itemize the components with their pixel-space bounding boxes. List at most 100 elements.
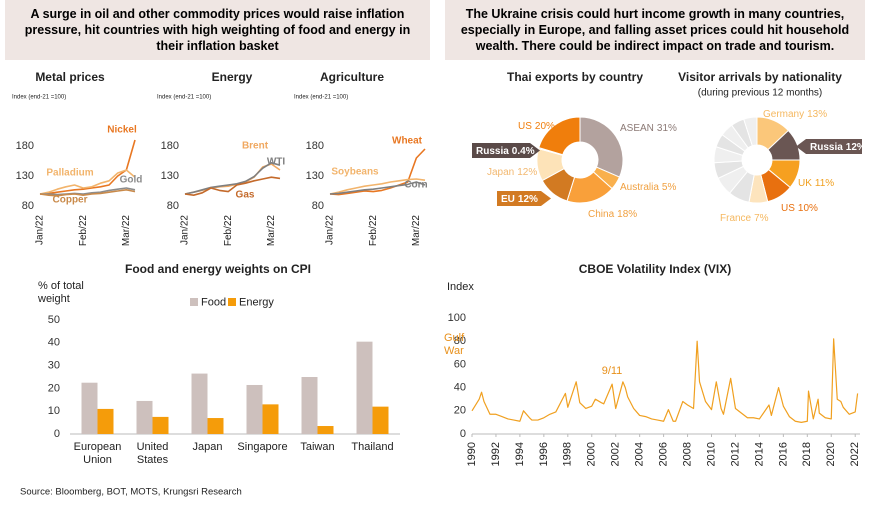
series-label: Palladium — [46, 168, 93, 179]
chart-title: Visitor arrivals by nationality — [678, 70, 842, 84]
pie-label-value: 12% — [517, 167, 537, 178]
source: Source: Bloomberg, BOT, MOTS, Krungsri R… — [20, 487, 242, 498]
bar — [262, 404, 279, 434]
bar — [317, 426, 334, 434]
series-label: Gold — [120, 175, 143, 186]
pie-label: US 10% — [781, 203, 818, 214]
chart-title: Food and energy weights on CPI — [125, 262, 311, 276]
x-tick-label: Jan/22 — [180, 215, 191, 245]
y-tick-label: 80 — [22, 200, 34, 212]
x-tick-label: 2002 — [610, 442, 622, 466]
label-arrow — [530, 143, 540, 158]
y-tick-label: 10 — [48, 405, 60, 417]
chart-title: Agriculture — [320, 70, 384, 84]
legend-label: Food — [201, 296, 226, 308]
label-box — [497, 191, 541, 206]
x-tick-label: 1996 — [538, 442, 550, 466]
pie-label-value: 18% — [617, 209, 637, 220]
label-box — [472, 143, 530, 158]
pie-label-category: Japan — [487, 167, 514, 178]
x-tick-label: 1990 — [466, 442, 478, 466]
pie-label-value: 0.4% — [512, 146, 535, 157]
bar — [81, 382, 98, 434]
pie-segment — [579, 116, 624, 178]
pie-label: US 20% — [518, 121, 555, 132]
pie-label: Australia 5% — [620, 182, 676, 193]
x-tick-label: 2012 — [729, 442, 741, 466]
x-tick-label: Feb/22 — [223, 215, 234, 247]
pie-label-category: UK — [798, 178, 812, 189]
x-tick-label: 2016 — [777, 442, 789, 466]
bar — [246, 384, 263, 434]
y-tick-label: 60 — [454, 358, 466, 370]
x-tick-label: 2008 — [681, 442, 693, 466]
x-tick-label: Japan — [192, 441, 223, 453]
pie-label-category: US — [518, 121, 532, 132]
legend-swatch — [228, 298, 236, 306]
y-tick-label: 130 — [161, 170, 179, 182]
series-label: Copper — [53, 195, 88, 206]
legend-label: Energy — [239, 296, 274, 308]
y-tick-label: 80 — [167, 200, 179, 212]
x-tick-label: Singapore — [237, 441, 288, 453]
bar — [356, 341, 373, 434]
y-tick-label: 80 — [454, 335, 466, 347]
y-tick-label: 40 — [454, 382, 466, 394]
line — [329, 178, 426, 195]
pie-label: China 18% — [588, 209, 637, 220]
x-tick-label: Jan/22 — [325, 215, 336, 245]
x-tick-label: Feb/22 — [78, 215, 89, 247]
y-axis-label: Index — [447, 281, 474, 293]
x-tick-label: 2014 — [753, 442, 765, 466]
bar — [372, 406, 389, 434]
pie-label: EU 12% — [501, 194, 538, 205]
y-tick-label: 0 — [460, 428, 466, 440]
x-tick-label: Mar/22 — [411, 215, 422, 247]
chart-title: CBOE Volatility Index (VIX) — [579, 262, 731, 276]
pie-label-category: France — [720, 213, 752, 224]
x-tick-label: 2006 — [658, 442, 670, 466]
pie-label: Russia 12% — [810, 142, 866, 153]
bar — [97, 408, 114, 434]
pie-label: Japan 12% — [487, 167, 537, 178]
series-label: Nickel — [107, 125, 137, 136]
line — [471, 338, 859, 423]
pie-label-category: Russia — [810, 142, 843, 153]
banner-right: The Ukraine crisis could hurt income gro… — [445, 0, 865, 60]
x-tick-label: 1994 — [514, 442, 526, 466]
bar — [301, 377, 318, 434]
y-tick-label: 20 — [48, 382, 60, 394]
annotation: 9/11 — [602, 365, 623, 377]
chart-title: Thai exports by country — [507, 70, 643, 84]
pie-label-value: 31% — [657, 123, 677, 134]
pie-label-value: 12% — [846, 142, 866, 153]
banner-left: A surge in oil and other commodity price… — [5, 0, 430, 60]
line — [39, 139, 136, 195]
y-tick-label: 180 — [16, 140, 34, 152]
y-tick-label: 180 — [161, 140, 179, 152]
pie-label-category: ASEAN — [620, 123, 654, 134]
line — [39, 189, 136, 197]
y-tick-label: 50 — [48, 314, 60, 326]
pie-segment — [538, 116, 581, 156]
pie-label-value: 5% — [662, 182, 677, 193]
chart-subtitle: Index (end-21 =100) — [157, 95, 211, 101]
y-tick-label: 130 — [16, 170, 34, 182]
x-tick-label: Mar/22 — [266, 215, 277, 247]
x-tick-label: 2004 — [634, 442, 646, 466]
x-tick-label: Taiwan — [300, 441, 335, 453]
pie-label: France 7% — [720, 213, 769, 224]
pie-label: UK 11% — [798, 178, 834, 189]
x-tick-label: Mar/22 — [121, 215, 132, 247]
pie-label-value: 20% — [535, 121, 555, 132]
series-label: Brent — [242, 141, 269, 152]
y-tick-label: 100 — [448, 312, 466, 324]
x-tick-label: 2000 — [586, 442, 598, 466]
pie-label: ASEAN 31% — [620, 123, 677, 134]
pie-label-category: Australia — [620, 182, 659, 193]
x-tick-label: 2018 — [801, 442, 813, 466]
pie-label: Germany 13% — [763, 109, 827, 120]
annotation: Gulf War — [444, 332, 465, 357]
